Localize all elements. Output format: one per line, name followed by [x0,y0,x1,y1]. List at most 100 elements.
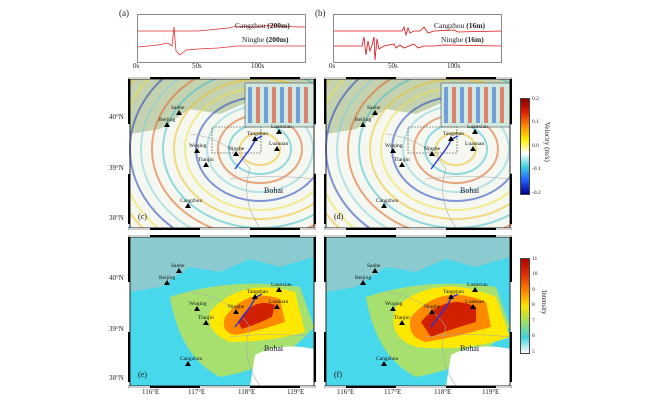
sea-label: Bohai [460,186,480,195]
lat-tick-39-bottom: 39°N [109,325,124,333]
station-marker-cangzhou [381,361,387,366]
sea-label: Bohai [264,344,284,353]
station-marker-wuqing [390,148,396,153]
waveform-b [334,25,502,61]
station-marker-luanxian [276,129,282,134]
lat-tick-40-top: 40°N [109,113,124,121]
station-marker-ninghe [233,151,239,156]
trace-label-ninghe-a: Ninghe (200m) [242,35,289,44]
station-marker-sanhe [176,268,182,273]
graticule-segment [150,77,200,79]
lat-tick-40-bottom: 40°N [109,274,124,282]
trace-plot-a: Cangzhou (200m) Ninghe (200m) [137,14,306,63]
station-marker-cangzhou [381,203,387,208]
velocity-colorbar [520,98,530,195]
station-marker-luanxian [472,287,478,292]
waveform-ninghe-b [334,36,502,61]
graticule-segment [150,235,200,237]
graticule-segment [250,386,300,388]
station-marker-luanxian [276,287,282,292]
intensity-tick-10: 10 [532,271,538,277]
sea-label: Bohai [264,186,284,195]
map-svg: Beijing Sanhe Wuqing Tianjin Ninghe TangshanL… [323,234,513,389]
station-label-luanxian: Luanxian [271,124,292,130]
bohai-sea [250,346,314,386]
station-label-cangzhou: Cangzhou [180,356,203,362]
station-marker-tangshan [448,294,454,299]
inset-wave [280,87,284,123]
map-svg: Beijing Sanhe Wuqing Tianjin Ninghe TangshanL… [292,15,620,283]
trace-plot-b: Cangzhou (16m) Ninghe (16m) [333,14,502,63]
fault-trace [234,135,263,170]
station-marker-tianjin [203,162,209,167]
station-marker-luannan [470,304,476,309]
graticule-segment [324,174,326,224]
velocity-colorbar-title: Velocity (m/s) [543,122,551,162]
lon-tick-116-e: 116°E [142,388,160,396]
station-label-tianjin: Tianjin [198,157,214,163]
intensity-tick-8: 8 [532,302,535,308]
graticule-segment [324,332,326,382]
station-label-luannan: Luannan [269,141,288,147]
station-label-wuqing: Wuqing [189,143,207,149]
lat-tick-38-top: 38°N [109,214,124,222]
panel-label-b: (b) [315,8,326,18]
graticule-segment [314,332,316,382]
inset-wave [304,87,308,123]
fault-trace [430,293,459,328]
inset-zoom [244,82,315,128]
waveform-cangzhou-a [138,25,306,32]
graticule-segment [314,79,316,124]
station-label-wuqing: Wuqing [385,143,403,149]
station-label-tangshan: Tangshan [443,131,464,137]
map-svg: Beijing Sanhe Wuqing Tianjin Ninghe TangshanL… [96,15,424,283]
inset-wave [256,87,260,123]
graticule-segment [250,228,300,230]
fault-trace [430,135,459,170]
velocity-tick-2: 0.0 [532,143,539,149]
station-label-tangshan: Tangshan [247,131,268,137]
graticule-segment [314,174,316,224]
lon-tick-116-f: 116°E [337,388,355,396]
graticule-segment [346,235,396,237]
intensity-colorbar-title: Intensity [540,290,548,315]
panel-label: (f) [334,370,342,379]
station-marker-cangzhou [185,203,191,208]
province-boundary [189,133,315,229]
station-label-tangshan: Tangshan [247,289,268,295]
graticule-segment [128,174,130,224]
station-marker-wuqing [390,306,396,311]
inset-wave [452,87,456,123]
inset-wave [492,87,496,123]
graticule-segment [128,237,130,282]
wavefront [435,132,477,166]
inset-wave [484,87,488,123]
panel-label: (c) [138,212,147,221]
graticule-segment [250,77,300,79]
province-boundary [189,291,315,387]
intensity-10-zone [421,302,476,337]
intensity-tick-9: 9 [532,287,535,293]
station-label-cangzhou: Cangzhou [376,356,399,362]
sea-label: Bohai [460,344,480,353]
station-label-beijing: Beijing [355,117,371,123]
xtick-b-0: 0s [329,62,336,70]
station-label-beijing: Beijing [159,275,175,281]
station-marker-beijing [164,280,170,285]
station-marker-sanhe [176,110,182,115]
station-label-luannan: Luannan [465,299,484,305]
graticule-segment [150,386,200,388]
graticule-segment [446,228,496,230]
station-marker-ninghe [429,151,435,156]
graticule-segment [128,79,130,124]
panel-label: (e) [138,370,147,379]
velocity-tick-4: -0.2 [532,190,541,196]
trace-label-cangzhou-a: Cangzhou (200m) [235,21,290,30]
bohai-sea [446,346,510,386]
station-label-tianjin: Tianjin [394,157,410,163]
station-label-beijing: Beijing [355,275,371,281]
station-label-wuqing: Wuqing [385,301,403,307]
station-marker-ninghe [233,309,239,314]
trace-label-ninghe-b: Ninghe (16m) [441,35,484,44]
